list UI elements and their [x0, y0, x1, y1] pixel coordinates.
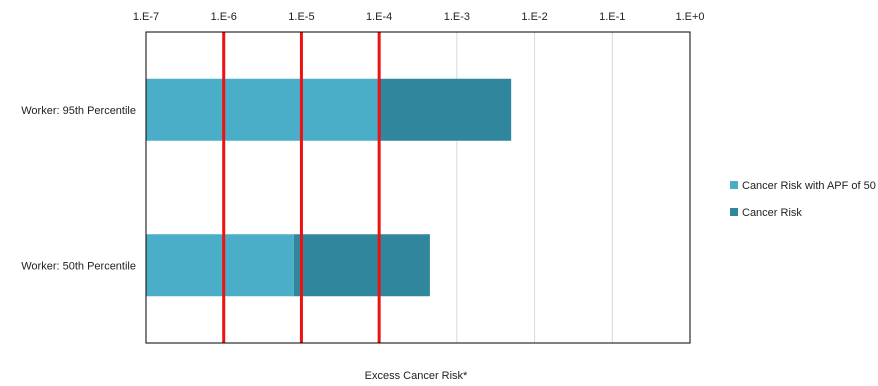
x-tick-label: 1.E-6	[211, 11, 237, 23]
bar-risk-0	[379, 78, 512, 141]
x-tick-label: 1.E+0	[675, 11, 704, 23]
bar-apf-0	[146, 78, 380, 141]
x-tick-label: 1.E-4	[366, 11, 392, 23]
legend-label: Cancer Risk	[742, 207, 802, 219]
x-tick-label: 1.E-5	[288, 11, 314, 23]
bar-apf-1	[146, 234, 294, 297]
x-tick-label: 1.E-7	[133, 11, 159, 23]
x-axis-title: Excess Cancer Risk*	[365, 370, 468, 382]
legend-label: Cancer Risk with APF of 50	[742, 180, 876, 192]
plot-area-border	[145, 31, 691, 344]
category-label: Worker: 95th Percentile	[21, 105, 136, 117]
category-label: Worker: 50th Percentile	[21, 260, 136, 272]
bar-risk-1	[293, 234, 430, 297]
x-tick-label: 1.E-1	[599, 11, 625, 23]
legend-swatch	[730, 181, 738, 189]
x-tick-label: 1.E-2	[521, 11, 547, 23]
x-tick-label: 1.E-3	[444, 11, 470, 23]
legend-swatch	[730, 208, 738, 216]
